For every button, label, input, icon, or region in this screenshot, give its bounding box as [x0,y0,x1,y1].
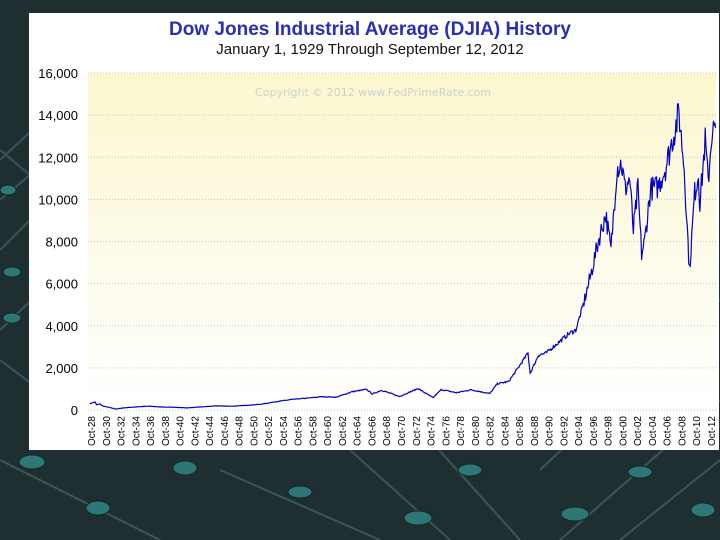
x-tick-label: Oct-48 [235,416,246,446]
x-tick-label: Oct-66 [367,416,378,446]
y-tick-label: 12,000 [38,150,78,165]
x-tick-label: Oct-32 [117,416,128,446]
djia-chart: Copyright © 2012 www.FedPrimeRate.com Do… [29,13,719,450]
x-tick-label: Oct-78 [456,416,467,446]
y-tick-label: 8,000 [45,235,78,250]
y-tick-label: 14,000 [38,108,78,123]
x-tick-label: Oct-96 [589,416,600,446]
x-tick-label: Oct-70 [397,416,408,446]
x-tick-label: Oct-86 [515,416,526,446]
chart-subtitle: January 1, 1929 Through September 12, 20… [216,41,523,58]
y-tick-label: 2,000 [45,361,78,376]
x-tick-label: Oct-76 [441,416,452,446]
x-tick-label: Oct-30 [102,416,113,446]
x-tick-label: Oct-38 [161,416,172,446]
x-tick-label: Oct-60 [323,416,334,446]
x-tick-label: Oct-98 [604,416,615,446]
x-tick-label: Oct-46 [220,416,231,446]
y-tick-label: 16,000 [38,66,78,81]
x-tick-label: Oct-64 [353,416,364,446]
x-tick-label: Oct-92 [559,416,570,446]
x-tick-label: Oct-28 [87,416,98,446]
x-tick-label: Oct-42 [190,416,201,446]
x-tick-label: Oct-68 [382,416,393,446]
x-tick-label: Oct-12 [707,416,718,446]
y-axis: 0 2,000 4,000 6,000 8,000 10,000 12,000 14,000 1… [38,66,78,418]
x-tick-label: Oct-44 [205,416,216,446]
x-tick-label: Oct-52 [264,416,275,446]
x-tick-label: Oct-90 [545,416,556,446]
x-tick-label: Oct-94 [574,416,585,446]
x-tick-label: Oct-00 [618,416,629,446]
x-tick-label: Oct-58 [308,416,319,446]
x-tick-label: Oct-54 [279,416,290,446]
y-tick-label: 10,000 [38,192,78,207]
x-tick-label: Oct-50 [249,416,260,446]
series-line-djia [89,103,717,410]
x-tick-label: Oct-74 [427,416,438,446]
x-tick-label: Oct-34 [131,416,142,446]
x-tick-label: Oct-02 [633,416,644,446]
x-tick-label: Oct-80 [471,416,482,446]
y-tick-label: 6,000 [45,277,78,292]
x-tick-label: Oct-82 [486,416,497,446]
x-tick-label: Oct-10 [692,416,703,446]
x-tick-label: Oct-40 [176,416,187,446]
x-tick-label: Oct-56 [294,416,305,446]
x-tick-label: Oct-84 [500,416,511,446]
x-tick-label: Oct-88 [530,416,541,446]
series-layer [89,103,717,410]
x-tick-label: Oct-62 [338,416,349,446]
y-tick-label: 4,000 [45,319,78,334]
x-tick-label: Oct-04 [648,416,659,446]
plot-area [88,73,716,410]
y-tick-label: 0 [71,403,78,418]
x-axis: Oct-28 Oct-30 Oct-32 Oct-34 Oct-36 Oct-38 Oct-… [87,416,718,446]
x-tick-label: Oct-36 [146,416,157,446]
chart-title: Dow Jones Industrial Average (DJIA) Hist… [169,19,571,40]
x-tick-label: Oct-06 [663,416,674,446]
watermark: Copyright © 2012 www.FedPrimeRate.com [255,86,491,99]
x-tick-label: Oct-08 [677,416,688,446]
x-tick-label: Oct-72 [412,416,423,446]
